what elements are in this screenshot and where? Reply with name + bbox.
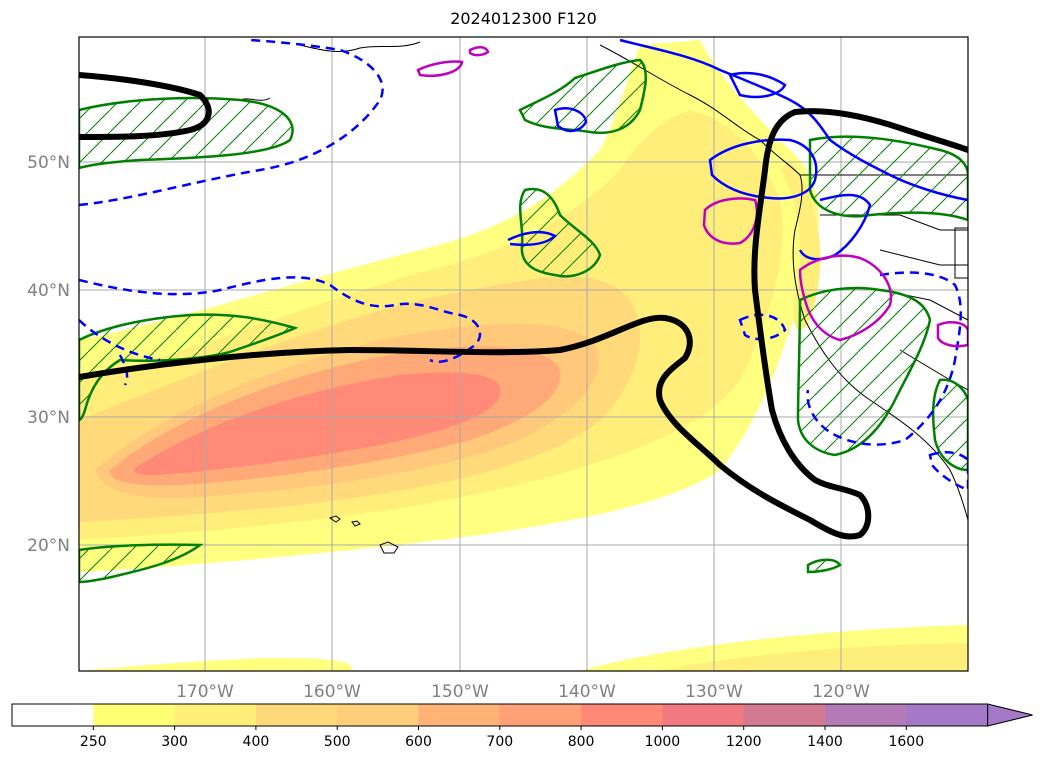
lon-label-160w: 160°W: [303, 682, 361, 702]
lon-label-120w: 120°W: [812, 682, 870, 702]
colorbar-tick-label: 300: [161, 734, 188, 750]
colorbar-segment: [418, 704, 501, 726]
colorbar-segment: [499, 704, 582, 726]
colorbar-segment: [12, 704, 94, 726]
map-title: 2024012300 F120: [450, 9, 597, 28]
colorbar-segment: [662, 704, 745, 726]
map-panel: [79, 37, 968, 671]
lat-label-30n: 30°N: [27, 408, 70, 428]
colorbar-segment: [825, 704, 907, 726]
latitude-labels: 50°N 40°N 30°N 20°N: [27, 153, 70, 556]
colorbar-tick-label: 1400: [807, 734, 843, 750]
colorbar-segment: [337, 704, 419, 726]
colorbar-tick-label: 1600: [888, 734, 924, 750]
lon-label-150w: 150°W: [431, 682, 489, 702]
lon-label-130w: 130°W: [685, 682, 743, 702]
lon-label-170w: 170°W: [176, 682, 234, 702]
map-frame: [78, 36, 969, 672]
colorbar: 250 300 400 500 600 700 800 1000 1200 1400 1600: [11, 703, 1033, 750]
longitude-labels: 170°W 160°W 150°W 140°W 130°W 120°W: [176, 682, 870, 702]
magenta-contours: [416, 46, 968, 348]
lat-label-40n: 40°N: [27, 281, 70, 301]
colorbar-segment: [93, 704, 176, 726]
colorbar-tick-label: 500: [324, 734, 351, 750]
lat-label-50n: 50°N: [27, 153, 70, 173]
colorbar-segment: [174, 704, 257, 726]
colorbar-tick-label: 1000: [645, 734, 681, 750]
colorbar-tick-label: 700: [486, 734, 513, 750]
colorbar-tick-label: 800: [568, 734, 595, 750]
colorbar-tick-label: 400: [243, 734, 270, 750]
jet-axis-line: [79, 72, 968, 540]
colorbar-segment: [743, 704, 826, 726]
lon-label-140w: 140°W: [558, 682, 616, 702]
colorbar-segment: [581, 704, 663, 726]
colorbar-extend-arrow: [987, 703, 1033, 727]
colorbar-segment: [255, 704, 338, 726]
colorbar-tick-label: 600: [405, 734, 432, 750]
colorbar-tick-label: 250: [80, 734, 107, 750]
ivt-fill-layer: [79, 40, 968, 671]
lat-label-20n: 20°N: [27, 536, 70, 556]
colorbar-tick-label: 1200: [726, 734, 762, 750]
colorbar-segment: [906, 704, 989, 726]
